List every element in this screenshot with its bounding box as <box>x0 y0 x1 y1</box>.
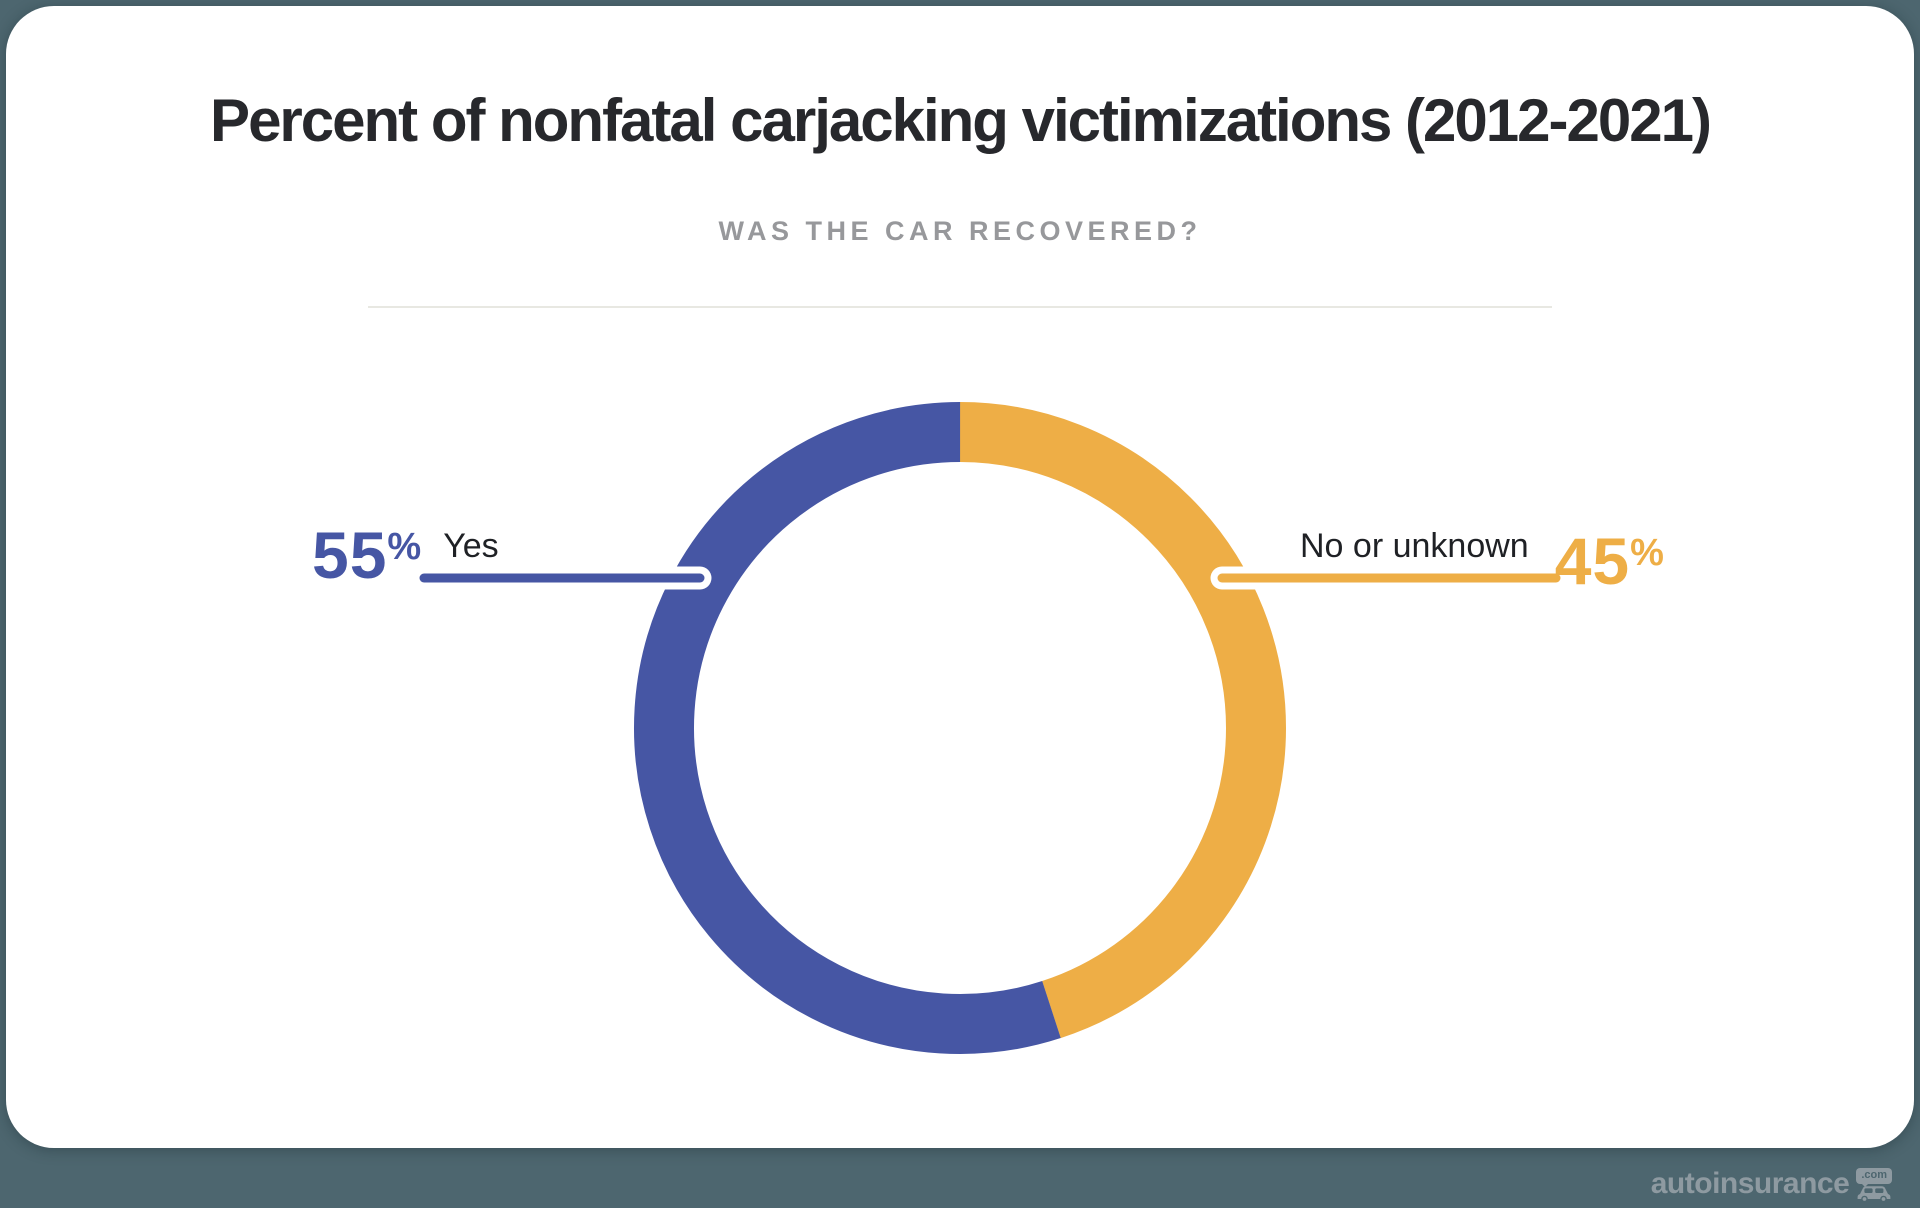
chart-subtitle: WAS THE CAR RECOVERED? <box>718 216 1202 246</box>
callout-yes-label: Yes <box>443 527 499 565</box>
callout-no-percent: 45% <box>1555 528 1664 594</box>
callout-yes-percent: 55% <box>312 522 421 588</box>
car-icon <box>1857 1186 1891 1201</box>
page-title: Percent of nonfatal carjacking victimiza… <box>210 87 1712 154</box>
brand-bubble: .com <box>1856 1168 1892 1184</box>
header-divider <box>368 306 1552 308</box>
brand-watermark: autoinsurance .com <box>1651 1168 1892 1201</box>
callout-yes-percent-value: 55 <box>312 518 388 592</box>
callout-no-or-unknown: No or unknown 45% <box>1300 522 1664 594</box>
brand-bubble-tail-icon <box>1861 1183 1870 1187</box>
callout-no-percent-sign: % <box>1630 532 1664 574</box>
brand-name: autoinsurance <box>1650 1167 1850 1200</box>
callout-yes: 55% Yes <box>312 522 499 588</box>
callout-no-percent-value: 45 <box>1554 524 1631 598</box>
callout-yes-percent-sign: % <box>387 526 422 568</box>
brand-badge: .com <box>1856 1168 1892 1201</box>
callout-no-label: No or unknown <box>1300 527 1529 565</box>
